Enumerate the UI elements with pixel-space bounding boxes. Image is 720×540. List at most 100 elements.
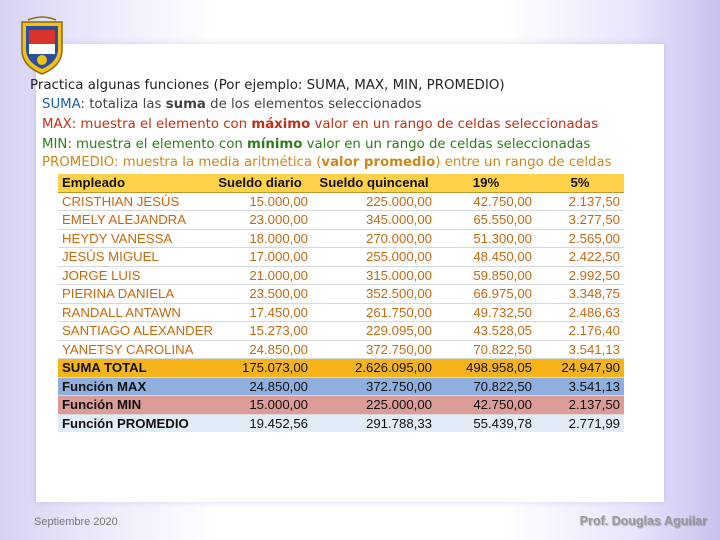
funcion-max-row: Función MAX 24.850,00 372.750,00 70.822,…	[58, 377, 624, 396]
cell-5: 2.137,50	[536, 192, 624, 211]
definition-max-text-b: valor en un rango de celdas seleccionada…	[310, 117, 599, 132]
cell-daily: 18.000,00	[208, 229, 312, 248]
cell-5: 2.422,50	[536, 247, 624, 267]
definition-promedio-text-a: : muestra la media aritmética (	[114, 155, 322, 169]
cell-19: 65.550,00	[436, 210, 536, 230]
cell-name: RANDALL ANTAWN	[58, 303, 208, 322]
definition-suma-text-a: : totaliza las	[80, 97, 166, 112]
cell-biweekly: 225.000,00	[312, 192, 436, 211]
spreadsheet-table: Empleado Sueldo diario Sueldo quincenal …	[58, 174, 624, 448]
header-sueldo-quincenal: Sueldo quincenal	[312, 174, 436, 193]
cell-name: SANTIAGO ALEXANDER	[58, 321, 213, 341]
cell-daily: 23.500,00	[208, 284, 312, 304]
cell-5: 2.137,50	[536, 395, 624, 415]
suma-total-row: SUMA TOTAL 175.073,00 2.626.095,00 498.9…	[58, 358, 624, 378]
cell-5: 2.771,99	[536, 414, 624, 432]
cell-daily: 17.450,00	[208, 303, 312, 322]
term-max: MAX	[42, 117, 72, 132]
cell-5: 2.176,40	[536, 321, 624, 341]
term-suma: SUMA	[42, 97, 81, 112]
cell-19: 43.528,05	[436, 321, 536, 341]
cell-daily: 23.000,00	[208, 210, 312, 230]
slide-heading: Practica algunas funciones (Por ejemplo:…	[30, 78, 505, 93]
cell-5: 3.348,75	[536, 284, 624, 304]
cell-label: Función MAX	[58, 377, 208, 396]
cell-19: 70.822,50	[436, 340, 536, 359]
cell-5: 24.947,90	[536, 358, 624, 378]
header-19-percent: 19%	[436, 174, 536, 193]
cell-5: 3.541,13	[536, 377, 624, 396]
cell-daily: 15.273,00	[208, 321, 312, 341]
cell-daily: 15.000,00	[208, 192, 312, 211]
footer-author: Prof. Douglas Aguilar	[579, 514, 707, 528]
cell-daily: 21.000,00	[208, 266, 312, 285]
cell-19: 49.732,50	[436, 303, 536, 322]
table-row: HEYDY VANESSA 18.000,00 270.000,00 51.30…	[58, 229, 624, 248]
cell-biweekly: 255.000,00	[312, 247, 436, 267]
definition-suma-bold: suma	[165, 97, 206, 112]
funcion-promedio-row: Función PROMEDIO 19.452,56 291.788,33 55…	[58, 414, 624, 432]
cell-19: 59.850,00	[436, 266, 536, 285]
definition-promedio-text-b: ) entre un rango de celdas	[435, 155, 612, 169]
cell-5: 2.992,50	[536, 266, 624, 285]
cell-biweekly: 345.000,00	[312, 210, 436, 230]
definition-max-text-a: : muestra el elemento con	[71, 117, 252, 132]
cell-daily: 24.850,00	[208, 340, 312, 359]
definition-max: MAX: muestra el elemento con máximo valo…	[42, 117, 598, 132]
table-row: PIERINA DANIELA 23.500,00 352.500,00 66.…	[58, 284, 624, 304]
cell-19: 42.750,00	[436, 192, 536, 211]
funcion-min-row: Función MIN 15.000,00 225.000,00 42.750,…	[58, 395, 624, 415]
cell-biweekly: 372.750,00	[312, 340, 436, 359]
cell-19: 70.822,50	[436, 377, 536, 396]
table-row: JORGE LUIS 21.000,00 315.000,00 59.850,0…	[58, 266, 624, 285]
header-5-percent: 5%	[536, 174, 624, 193]
definition-suma-text-b: de los elementos seleccionados	[205, 97, 422, 112]
definition-promedio: PROMEDIO: muestra la media aritmética (v…	[42, 155, 612, 169]
table-row: JESÚS MIGUEL 17.000,00 255.000,00 48.450…	[58, 247, 624, 267]
table-row: SANTIAGO ALEXANDER 15.273,00 229.095,00 …	[58, 321, 624, 341]
table-row: RANDALL ANTAWN 17.450,00 261.750,00 49.7…	[58, 303, 624, 322]
cell-name: PIERINA DANIELA	[58, 284, 208, 304]
cell-daily: 15.000,00	[208, 395, 312, 415]
definition-min-text-a: : muestra el elemento con	[67, 137, 247, 152]
cell-biweekly: 229.095,00	[312, 321, 436, 341]
definition-promedio-bold: valor promedio	[321, 155, 436, 169]
cell-19: 55.439,78	[436, 414, 536, 432]
definition-min: MIN: muestra el elemento con mínimo valo…	[42, 137, 590, 152]
cell-label: SUMA TOTAL	[58, 358, 208, 378]
cell-name: JORGE LUIS	[58, 266, 208, 285]
cell-biweekly: 315.000,00	[312, 266, 436, 285]
cell-5: 2.486,63	[536, 303, 624, 322]
cell-name: JESÚS MIGUEL	[58, 247, 208, 267]
cell-name: CRISTHIAN JESÚS	[58, 192, 208, 211]
cell-19: 48.450,00	[436, 247, 536, 267]
cell-5: 2.565,00	[536, 229, 624, 248]
cell-19: 498.958,05	[436, 358, 536, 378]
cell-daily: 24.850,00	[208, 377, 312, 396]
cell-name: HEYDY VANESSA	[58, 229, 208, 248]
cell-19: 51.300,00	[436, 229, 536, 248]
table-row: CRISTHIAN JESÚS 15.000,00 225.000,00 42.…	[58, 192, 624, 211]
cell-name: YANETSY CAROLINA	[58, 340, 208, 359]
cell-biweekly: 261.750,00	[312, 303, 436, 322]
definition-max-bold: máximo	[251, 117, 311, 132]
definition-suma: SUMA: totaliza las suma de los elementos…	[42, 97, 422, 112]
cell-biweekly: 270.000,00	[312, 229, 436, 248]
school-crest-logo	[21, 16, 63, 75]
cell-biweekly: 2.626.095,00	[312, 358, 436, 378]
term-promedio: PROMEDIO	[42, 155, 114, 169]
cell-daily: 17.000,00	[208, 247, 312, 267]
cell-label: Función PROMEDIO	[58, 414, 208, 432]
footer-date: Septiembre 2020	[34, 516, 118, 528]
table-row: EMELY ALEJANDRA 23.000,00 345.000,00 65.…	[58, 210, 624, 230]
table-header-row: Empleado Sueldo diario Sueldo quincenal …	[58, 174, 624, 193]
cell-biweekly: 372.750,00	[312, 377, 436, 396]
cell-biweekly: 225.000,00	[312, 395, 436, 415]
cell-daily: 19.452,56	[208, 414, 312, 432]
cell-5: 3.541,13	[536, 340, 624, 359]
table-row: YANETSY CAROLINA 24.850,00 372.750,00 70…	[58, 340, 624, 359]
header-sueldo-diario: Sueldo diario	[208, 174, 312, 193]
cell-label: Función MIN	[58, 395, 208, 415]
cell-name: EMELY ALEJANDRA	[58, 210, 208, 230]
cell-biweekly: 352.500,00	[312, 284, 436, 304]
